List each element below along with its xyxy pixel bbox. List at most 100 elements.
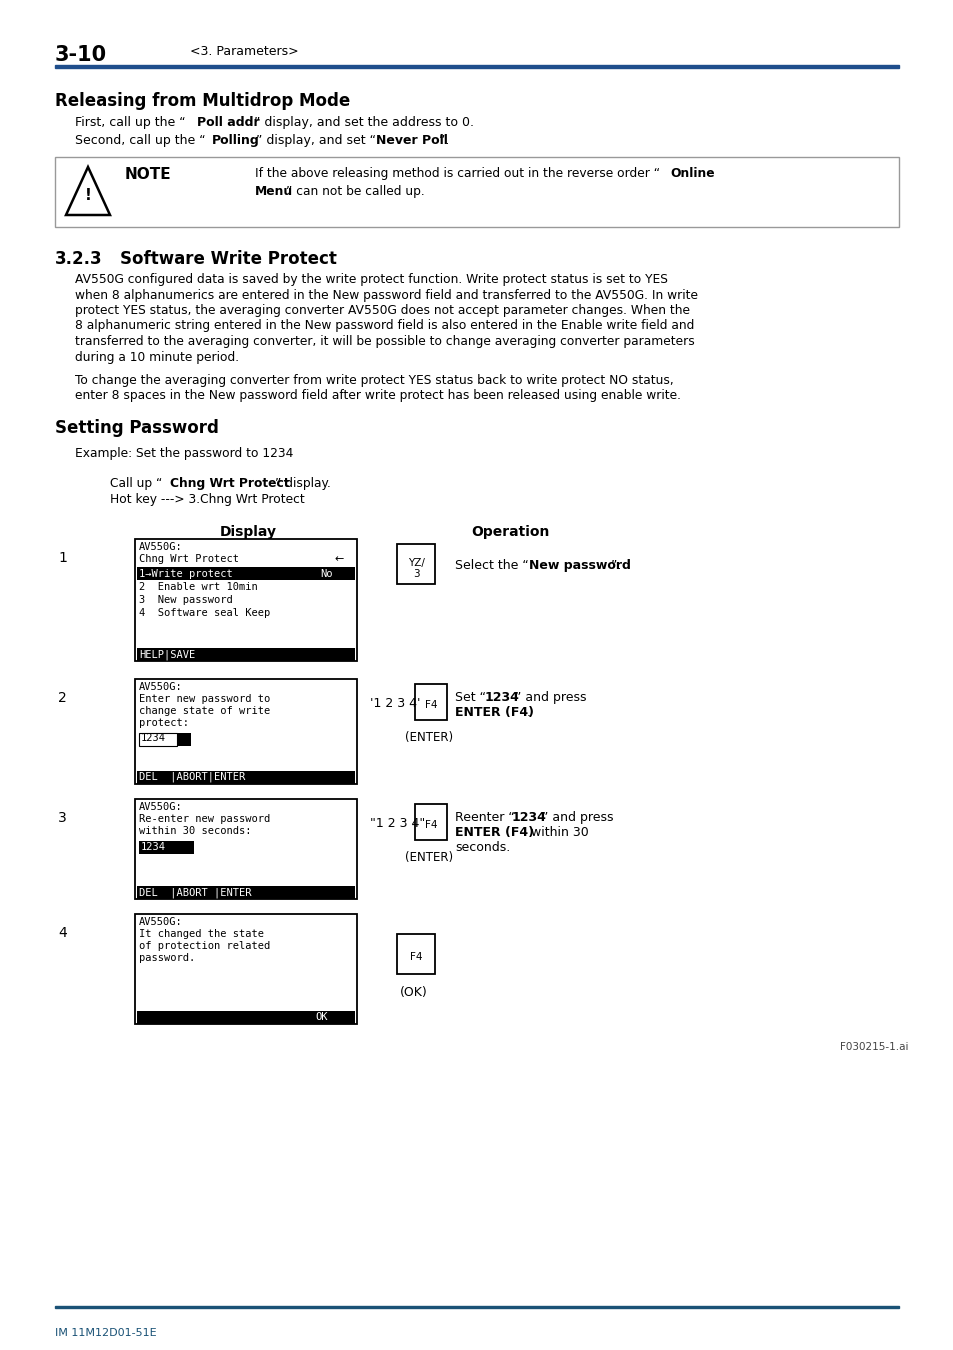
Text: It changed the state: It changed the state <box>139 929 264 940</box>
Text: Menu: Menu <box>254 185 293 198</box>
Text: ” can not be called up.: ” can not be called up. <box>286 185 424 198</box>
Text: New password: New password <box>529 559 630 572</box>
Bar <box>55 65 898 68</box>
Text: '1 2 3 4': '1 2 3 4' <box>370 697 420 710</box>
Text: AV550G configured data is saved by the write protect function. Write protect sta: AV550G configured data is saved by the w… <box>75 273 667 286</box>
Text: Online: Online <box>669 167 714 180</box>
Text: YZ/: YZ/ <box>407 558 424 568</box>
Text: DEL  |ABORT |ENTER: DEL |ABORT |ENTER <box>139 887 252 898</box>
Bar <box>137 1011 355 1025</box>
Text: Polling: Polling <box>212 134 259 147</box>
Text: ENTER (F4): ENTER (F4) <box>455 706 534 720</box>
Text: enter 8 spaces in the New password field after write protect has been released u: enter 8 spaces in the New password field… <box>75 390 680 402</box>
Text: when 8 alphanumerics are entered in the New password field and transferred to th: when 8 alphanumerics are entered in the … <box>75 289 698 301</box>
Text: protect:: protect: <box>139 718 189 728</box>
Text: Software Write Protect: Software Write Protect <box>120 250 336 269</box>
Bar <box>137 771 355 784</box>
Text: ”.: ”. <box>610 559 620 572</box>
Text: Enter new password to: Enter new password to <box>139 694 270 703</box>
Bar <box>139 733 177 747</box>
Bar <box>177 733 191 747</box>
Text: Releasing from Multidrop Mode: Releasing from Multidrop Mode <box>55 92 350 109</box>
Text: No: No <box>319 568 333 579</box>
Text: Call up “: Call up “ <box>110 477 162 490</box>
Text: password.: password. <box>139 953 195 963</box>
Text: Second, call up the “: Second, call up the “ <box>75 134 206 147</box>
Text: 1→Write protect: 1→Write protect <box>139 568 233 579</box>
Text: ” and press: ” and press <box>541 811 613 824</box>
Text: Set “: Set “ <box>455 691 485 703</box>
Bar <box>396 934 435 973</box>
Text: AV550G:: AV550G: <box>139 802 183 811</box>
Text: 8 alphanumeric string entered in the New password field is also entered in the E: 8 alphanumeric string entered in the New… <box>75 320 694 332</box>
Text: <3. Parameters>: <3. Parameters> <box>190 45 298 58</box>
Text: AV550G:: AV550G: <box>139 917 183 927</box>
Text: HELP|SAVE: HELP|SAVE <box>139 649 195 660</box>
Text: Never Poll: Never Poll <box>375 134 447 147</box>
Text: !: ! <box>85 188 91 202</box>
Bar <box>137 648 355 662</box>
Bar <box>396 544 435 585</box>
Text: If the above releasing method is carried out in the reverse order “: If the above releasing method is carried… <box>254 167 659 180</box>
Text: 2: 2 <box>58 691 67 705</box>
Text: change state of write: change state of write <box>139 706 270 716</box>
Text: AV550G:: AV550G: <box>139 541 183 552</box>
Text: 1: 1 <box>58 551 67 566</box>
Bar <box>415 805 447 840</box>
Text: within 30 seconds:: within 30 seconds: <box>139 826 252 836</box>
Text: F4: F4 <box>410 952 422 963</box>
Bar <box>135 914 356 1025</box>
Polygon shape <box>66 167 110 215</box>
Text: 3: 3 <box>413 568 419 579</box>
Text: 3  New password: 3 New password <box>139 595 233 605</box>
Text: 1234: 1234 <box>484 691 519 703</box>
Text: (ENTER): (ENTER) <box>405 850 453 864</box>
Text: 3: 3 <box>58 811 67 825</box>
Text: "1 2 3 4": "1 2 3 4" <box>370 817 425 830</box>
Text: Poll addr: Poll addr <box>196 116 259 130</box>
Text: IM 11M12D01-51E: IM 11M12D01-51E <box>55 1328 156 1338</box>
Bar <box>55 157 898 227</box>
Text: protect YES status, the averaging converter AV550G does not accept parameter cha: protect YES status, the averaging conver… <box>75 304 689 317</box>
Text: 1234: 1234 <box>141 842 166 852</box>
Text: during a 10 minute period.: during a 10 minute period. <box>75 351 239 363</box>
Text: Hot key ---> 3.Chng Wrt Protect: Hot key ---> 3.Chng Wrt Protect <box>110 493 304 506</box>
Text: F4: F4 <box>424 819 436 830</box>
Text: ”.: ”. <box>438 134 449 147</box>
Text: Setting Password: Setting Password <box>55 418 218 437</box>
Text: F4: F4 <box>424 701 436 710</box>
Text: of protection related: of protection related <box>139 941 270 950</box>
Bar <box>135 539 356 662</box>
Text: AV550G:: AV550G: <box>139 682 183 693</box>
Bar <box>415 684 447 720</box>
Text: First, call up the “: First, call up the “ <box>75 116 186 130</box>
Text: transferred to the averaging converter, it will be possible to change averaging : transferred to the averaging converter, … <box>75 335 694 348</box>
Bar <box>137 886 355 899</box>
Text: OK: OK <box>314 1012 327 1022</box>
Bar <box>55 1305 898 1308</box>
Text: ” display, and set “: ” display, and set “ <box>255 134 375 147</box>
Text: (OK): (OK) <box>399 986 427 999</box>
Text: 3.2.3: 3.2.3 <box>55 250 103 269</box>
Text: Operation: Operation <box>471 525 549 539</box>
Text: To change the averaging converter from write protect YES status back to write pr: To change the averaging converter from w… <box>75 374 673 387</box>
Text: NOTE: NOTE <box>125 167 172 182</box>
Text: Chng Wrt Protect: Chng Wrt Protect <box>139 554 239 564</box>
Text: 4  Software seal Keep: 4 Software seal Keep <box>139 608 270 618</box>
Bar <box>135 799 356 899</box>
Text: Re-enter new password: Re-enter new password <box>139 814 270 824</box>
Text: DEL  |ABORT|ENTER: DEL |ABORT|ENTER <box>139 772 245 783</box>
Text: 2  Enable wrt 10min: 2 Enable wrt 10min <box>139 582 257 593</box>
Bar <box>135 679 356 784</box>
Text: Reenter “: Reenter “ <box>455 811 515 824</box>
Text: 4: 4 <box>58 926 67 940</box>
Text: Example: Set the password to 1234: Example: Set the password to 1234 <box>75 447 294 460</box>
Bar <box>139 841 193 855</box>
Text: F030215-1.ai: F030215-1.ai <box>840 1042 907 1052</box>
Text: 1234: 1234 <box>141 733 166 743</box>
Bar <box>137 567 355 580</box>
Text: 3-10: 3-10 <box>55 45 107 65</box>
Text: ” display.: ” display. <box>274 477 331 490</box>
Text: (ENTER): (ENTER) <box>405 730 453 744</box>
Text: .: . <box>522 706 531 720</box>
